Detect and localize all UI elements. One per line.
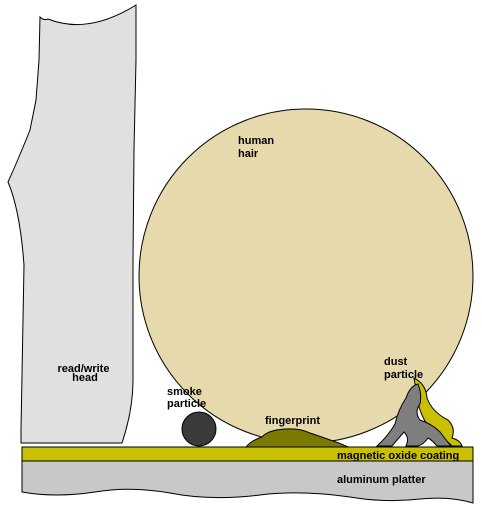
label-aluminum-platter: aluminum platter [337,474,426,486]
label-fingerprint: fingerprint [265,415,320,427]
smoke-particle [181,411,217,447]
label-read-write-head-line1: read/write [57,363,109,375]
label-smoke-particle: smoke particle [167,386,206,410]
label-read-write-head-line2: head [72,372,98,384]
label-dust-particle-line1: dust [384,356,408,368]
label-magnetic-oxide-coating: magnetic oxide coating [337,450,459,462]
label-dust-particle-line2: particle [384,369,423,381]
label-smoke-particle-line1: smoke [167,386,202,398]
fingerprint [244,428,349,448]
dust-particle-body [375,383,453,447]
label-smoke-particle-line2: particle [167,398,206,410]
label-human-hair: human hair [238,135,277,160]
label-dust-particle: dust particle [384,356,423,381]
read-write-head [7,4,137,444]
label-human-hair-line1: human [238,135,274,147]
dust-particle [375,377,463,447]
label-human-hair-line2: hair [238,148,259,160]
aluminum-platter [21,460,474,504]
label-read-write-head: read/write head [57,363,112,384]
